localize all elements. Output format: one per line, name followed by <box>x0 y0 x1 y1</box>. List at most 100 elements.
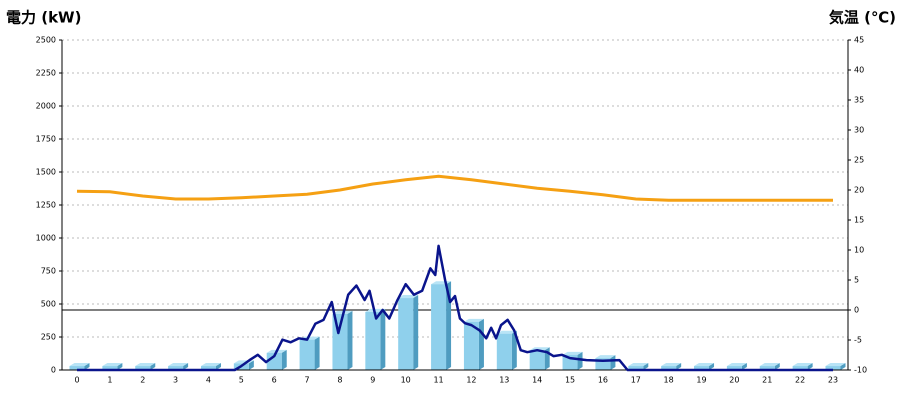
x-tick-label: 14 <box>532 376 542 385</box>
bar <box>365 311 381 370</box>
bar-side <box>610 355 616 370</box>
y-tick-label: 1000 <box>36 234 56 243</box>
bar-side <box>248 360 254 370</box>
y2-tick-label: 45 <box>854 36 864 45</box>
bar-side <box>478 318 484 370</box>
bar-top <box>562 351 583 355</box>
y2-tick-label: 15 <box>854 216 864 225</box>
bar <box>299 339 315 370</box>
y2-tick-label: 30 <box>854 126 864 135</box>
bar <box>398 298 414 370</box>
y-tick-label: 500 <box>41 300 56 309</box>
y-tick-label: 1500 <box>36 168 56 177</box>
x-tick-label: 2 <box>140 376 145 385</box>
bar-top <box>398 295 419 299</box>
x-tick-label: 19 <box>696 376 706 385</box>
bar-top <box>726 363 747 367</box>
y-tick-label: 2500 <box>36 36 56 45</box>
y2-tick-label: 5 <box>854 276 859 285</box>
x-tick-label: 6 <box>272 376 277 385</box>
bar-side <box>511 330 517 370</box>
y-tick-label: 1750 <box>36 135 56 144</box>
x-tick-label: 13 <box>499 376 509 385</box>
bar <box>628 366 644 370</box>
x-tick-label: 18 <box>664 376 674 385</box>
x-tick-label: 5 <box>239 376 244 385</box>
bar-top <box>168 363 189 367</box>
y-tick-label: 1250 <box>36 201 56 210</box>
bar <box>759 366 775 370</box>
x-tick-label: 22 <box>795 376 805 385</box>
y2-tick-label: 40 <box>854 66 864 75</box>
bar <box>200 366 216 370</box>
bar-top <box>694 363 715 367</box>
bar-top <box>135 363 156 367</box>
x-tick-label: 0 <box>74 376 79 385</box>
y2-tick-label: 35 <box>854 96 864 105</box>
bar-top <box>463 318 484 322</box>
bar-side <box>117 363 123 370</box>
bar-top <box>496 330 517 334</box>
bar <box>792 366 808 370</box>
y2-tick-label: 0 <box>854 306 859 315</box>
y2-tick-label: -10 <box>854 366 867 375</box>
x-tick-label: 10 <box>401 376 411 385</box>
bar-top <box>661 363 682 367</box>
power-line <box>77 244 833 372</box>
x-tick-label: 20 <box>729 376 739 385</box>
x-tick-label: 3 <box>173 376 178 385</box>
x-tick-label: 4 <box>206 376 211 385</box>
bar-side <box>380 308 386 370</box>
bar-top <box>759 363 780 367</box>
bar-side <box>676 363 682 370</box>
y-tick-label: 2250 <box>36 69 56 78</box>
bar-top <box>200 363 221 367</box>
x-tick-label: 8 <box>337 376 342 385</box>
y-tick-label: 250 <box>41 333 56 342</box>
y-tick-label: 750 <box>41 267 56 276</box>
y2-tick-label: 25 <box>854 156 864 165</box>
bar-side <box>840 363 846 370</box>
x-tick-label: 12 <box>466 376 476 385</box>
bar-top <box>102 363 123 367</box>
y-tick-label: 0 <box>51 366 56 375</box>
bar-side <box>215 363 221 370</box>
bar <box>135 366 151 370</box>
bar-side <box>183 363 189 370</box>
bar-side <box>446 281 452 370</box>
bar-side <box>774 363 780 370</box>
bar-side <box>413 295 419 370</box>
y2-tick-label: -5 <box>854 336 862 345</box>
x-tick-label: 17 <box>631 376 641 385</box>
bar <box>102 366 118 370</box>
y2-tick-label: 20 <box>854 186 864 195</box>
bar-side <box>281 349 287 370</box>
x-tick-label: 21 <box>762 376 772 385</box>
bar <box>595 358 611 370</box>
y-tick-label: 2000 <box>36 102 56 111</box>
bar-side <box>709 363 715 370</box>
temperature-line <box>76 174 833 202</box>
bar <box>463 321 479 370</box>
x-tick-label: 23 <box>828 376 838 385</box>
bar-side <box>643 363 649 370</box>
x-tick-label: 7 <box>305 376 310 385</box>
bar-side <box>347 310 353 370</box>
bar-top <box>825 363 846 367</box>
bar-side <box>314 336 320 370</box>
bar <box>266 352 282 370</box>
bar-side <box>741 363 747 370</box>
bar <box>168 366 184 370</box>
bar <box>529 350 545 370</box>
bar <box>496 333 512 370</box>
bar <box>431 284 447 370</box>
x-tick-label: 1 <box>107 376 112 385</box>
bar <box>825 366 841 370</box>
bar-top <box>69 363 90 367</box>
bar-side <box>807 363 813 370</box>
bar-side <box>150 363 156 370</box>
x-tick-label: 15 <box>565 376 575 385</box>
y-axis-title: 電力 (kW) <box>6 9 81 27</box>
bar-top <box>628 363 649 367</box>
